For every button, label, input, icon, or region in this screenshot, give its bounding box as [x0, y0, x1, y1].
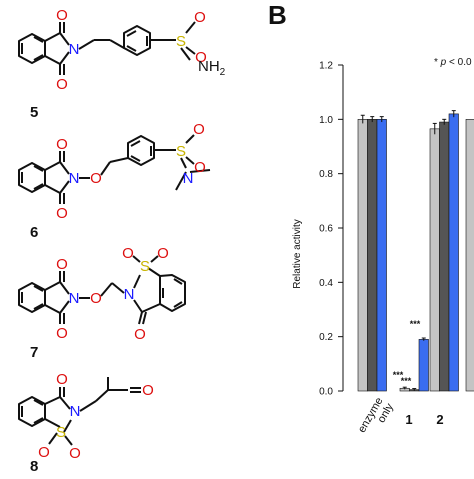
atom-oxygen: O — [56, 7, 68, 24]
atom-oxygen: O — [90, 170, 102, 187]
atom-oxygen: O — [56, 205, 68, 222]
atom-sulfur: S — [56, 424, 66, 441]
atom-oxygen: O — [90, 290, 102, 307]
x-tick-label: 1 — [405, 412, 412, 427]
compound-labels: 5 6 7 8 — [30, 104, 38, 475]
atom-oxygen: O — [56, 256, 68, 273]
atom-oxygen: O — [142, 382, 154, 399]
atom-nitrogen: N — [69, 290, 80, 307]
compound-6-label: 6 — [30, 224, 38, 241]
atom-nitrogen: N — [124, 286, 135, 303]
atom-amine: NH2 — [198, 58, 226, 78]
compound-5-atoms: O O N S O O NH2 — [56, 7, 226, 93]
bar — [418, 339, 429, 392]
y-tick-label: 0.0 — [319, 387, 333, 398]
bar — [376, 119, 387, 392]
y-tick-label: 0.2 — [319, 332, 333, 343]
compound-8-label: 8 — [30, 458, 38, 474]
compound-7-label: 7 — [30, 344, 38, 361]
atom-oxygen: O — [56, 371, 68, 388]
compound-8-atoms: O N S O O O — [38, 371, 154, 462]
atom-nitrogen: N — [69, 170, 80, 187]
significance-marker: *** — [401, 376, 412, 386]
atom-oxygen: O — [194, 159, 206, 176]
compound-5-structure — [18, 21, 196, 75]
x-axis-labels: enzymeonly 1 2 — [356, 395, 444, 441]
bar — [448, 113, 459, 392]
atom-sulfur: S — [176, 143, 186, 160]
y-tick-label: 0.4 — [319, 278, 333, 289]
atom-nitrogen: N — [70, 403, 81, 420]
atom-nitrogen: N — [183, 170, 194, 187]
y-tick-label: 1.2 — [319, 61, 333, 72]
significance-note: * p < 0.0 — [434, 57, 472, 68]
bar — [439, 121, 450, 392]
bar — [357, 119, 368, 392]
atom-sulfur: S — [140, 258, 150, 275]
atom-oxygen: O — [38, 444, 50, 461]
compound-6-structure — [18, 134, 211, 204]
compound-6-atoms: O O N O S O O N — [56, 121, 206, 222]
compound-8-structure — [18, 377, 141, 446]
bars: ********* — [357, 110, 474, 392]
atom-oxygen: O — [195, 49, 207, 66]
atom-oxygen: O — [194, 9, 206, 26]
atom-sulfur: S — [176, 33, 186, 50]
atom-oxygen: O — [69, 445, 81, 462]
y-axis-label: Relative activity — [292, 219, 303, 288]
y-axis-ticks: 0.0 0.2 0.4 0.6 0.8 1.0 1.2 — [319, 61, 343, 398]
panel-label: B — [268, 0, 287, 30]
compound-7-atoms: O O N O N S O O O — [56, 245, 169, 343]
x-tick-label: 2 — [436, 412, 443, 427]
compound-7-structure — [18, 255, 186, 325]
significance-marker: *** — [410, 319, 421, 329]
y-tick-label: 0.8 — [319, 169, 333, 180]
bar — [429, 128, 440, 392]
atom-oxygen: O — [56, 325, 68, 342]
atom-oxygen: O — [157, 245, 169, 262]
atom-oxygen: O — [56, 76, 68, 93]
atom-nitrogen: N — [69, 41, 80, 58]
atom-oxygen: O — [193, 121, 205, 138]
y-tick-label: 1.0 — [319, 115, 333, 126]
atom-oxygen: O — [122, 245, 134, 262]
compound-5-label: 5 — [30, 104, 38, 121]
bar — [367, 119, 378, 392]
atom-oxygen: O — [134, 326, 146, 343]
bar-partial — [465, 119, 474, 392]
atom-oxygen: O — [56, 136, 68, 153]
y-tick-label: 0.6 — [319, 224, 333, 235]
structures-panel — [18, 21, 211, 446]
x-tick-label: enzymeonly — [356, 395, 396, 441]
significance-marker: *** — [393, 370, 404, 380]
